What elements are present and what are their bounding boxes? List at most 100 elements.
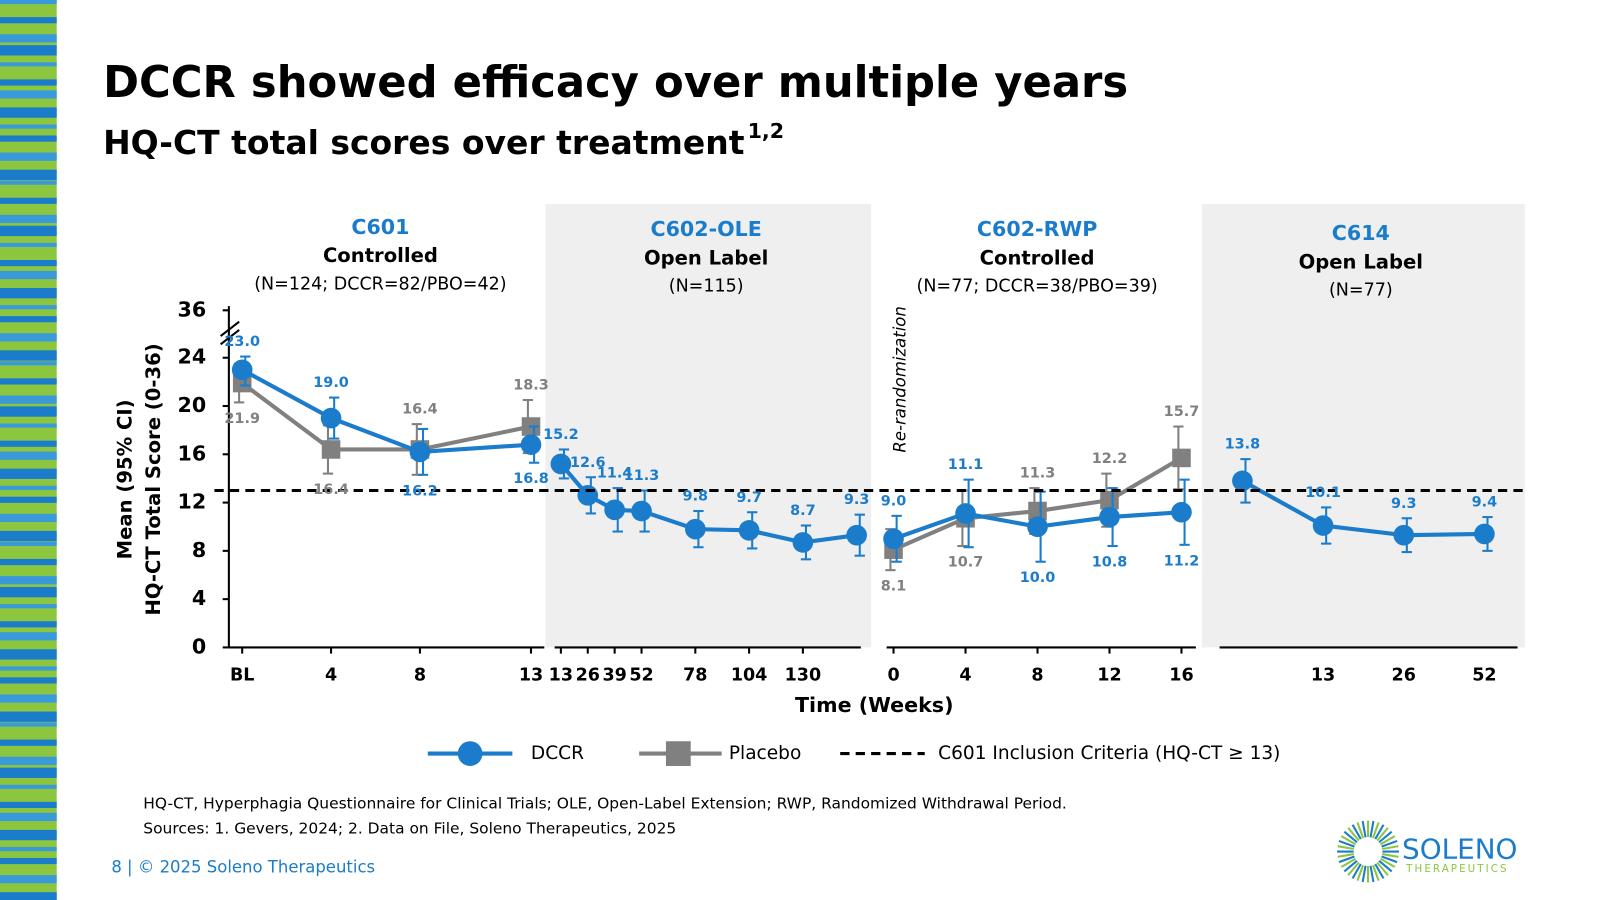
logo-ray [1374,863,1385,879]
logo-ray [1374,824,1385,840]
dccr-point [1393,524,1415,546]
side-stripe-band [0,135,57,142]
x-tick-label: 130 [785,665,822,685]
side-stripe-band [0,180,57,185]
side-stripe-band [0,169,57,180]
side-stripe-band [0,530,57,542]
side-stripe-band [0,45,57,56]
panel-n: (N=124; DCCR=82/PBO=42) [254,275,506,295]
dccr-point [1027,516,1048,538]
dccr-point [550,453,572,475]
value-label: 8.7 [790,503,816,519]
side-stripe-band [0,440,57,447]
side-stripe-band [0,260,57,267]
legend-label: DCCR [531,743,584,764]
dccr-point [792,532,814,553]
panel-background [545,204,872,648]
side-stripe-band [0,34,57,43]
side-stripe-band [0,722,57,727]
logo-ray [1338,855,1355,864]
series-line [240,381,532,452]
side-stripe-band [0,711,57,722]
value-label: 9.7 [736,490,762,506]
side-stripe-band [0,496,57,503]
x-tick-label: 13 [1311,665,1335,685]
x-tick-label: 52 [1472,665,1496,685]
panel-design: Open Label [1299,250,1423,273]
logo-ray [1381,855,1398,864]
side-stripe-band [0,107,57,118]
logo-ray [1343,830,1358,844]
legend-label: C601 Inclusion Criteria (HQ-CT ≥ 13) [938,743,1280,764]
panel-study: C614 [1332,221,1390,245]
panel-study: C601 [351,215,409,239]
side-stripe [0,0,57,900]
side-stripe-band [0,378,57,385]
placebo-point [1172,448,1191,468]
x-axis-label: Time (Weeks) [795,693,954,717]
logo-ray [1351,824,1362,840]
value-label: 23.0 [224,334,260,350]
value-label: 9.0 [881,493,907,509]
side-stripe-band [0,875,57,884]
dccr-point [846,524,867,546]
side-stripe-band [0,812,57,822]
side-stripe-band [0,288,57,299]
side-stripe-band [0,857,57,865]
value-label: 19.0 [313,375,349,391]
logo-ray [1382,845,1399,851]
dccr-point [231,359,253,381]
value-label: 21.9 [224,411,260,427]
logo-ray [1372,864,1380,881]
side-stripe-band [0,152,57,161]
side-stripe-band [0,316,57,323]
side-stripe-band [0,242,57,248]
side-stripe-band [0,677,57,684]
value-label: 11.3 [624,468,660,484]
dccr-point [577,485,599,506]
y-tick-label: 0 [192,634,206,658]
side-stripe-band [0,892,57,900]
side-stripe-band [0,649,57,660]
dccr-point [409,441,431,463]
panel-study: C602-OLE [650,217,761,241]
value-label: 9.8 [683,489,709,505]
value-label: 9.3 [844,492,870,508]
legend-swatch [457,741,483,766]
dccr-point [631,500,652,522]
axis-break [219,329,240,346]
dccr-point [883,528,904,550]
dccr-point [320,407,342,429]
side-stripe-band [0,305,57,310]
side-stripe-band [0,632,57,641]
x-tick-label: 13 [549,665,573,685]
side-stripe-band [0,451,57,460]
value-label: 16.8 [513,471,549,487]
x-tick-label: 16 [1169,665,1193,685]
placebo-point [1028,501,1047,521]
panel-background [1202,204,1525,648]
logo-ray [1343,860,1358,873]
y-tick-label: 12 [177,490,206,514]
subtitle-superscript: 1,2 [748,119,785,143]
side-stripe-band [0,694,57,703]
logo-ray [1337,845,1355,851]
footer: 8 | © 2025 Soleno Therapeutics [111,858,375,877]
logo-ray [1376,827,1389,842]
logo-ray [1369,820,1375,838]
logo-ray [1356,822,1365,839]
logo-ray [1356,864,1365,881]
dccr-point [1232,470,1253,492]
chart: 0 4 8 12 16 20 24 36 Mean (95% CI) HQ-CT Total Sc… [113,204,1525,766]
footnote: HQ-CT, Hyperphagia Questionnaire for Cli… [143,795,1067,813]
side-stripe-band [0,756,57,765]
side-stripe-band [0,62,57,67]
side-stripe-band [0,395,57,404]
x-tick-label: 8 [1031,665,1043,685]
panel-study: C602-RWP [977,217,1097,241]
dccr-point [1099,506,1120,528]
side-stripe-band [0,666,57,671]
y-tick-label: 20 [177,393,206,417]
side-stripe-band [0,847,57,852]
value-label: 8.1 [881,579,907,595]
